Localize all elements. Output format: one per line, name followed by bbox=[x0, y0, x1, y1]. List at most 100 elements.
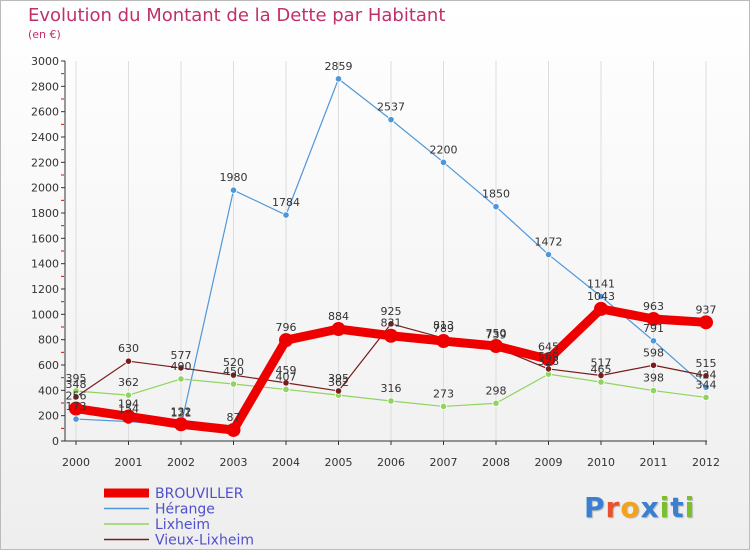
x-tick-label: 2008 bbox=[482, 456, 510, 469]
data-point bbox=[387, 320, 395, 328]
logo-letter: i bbox=[659, 491, 671, 524]
x-tick-label: 2003 bbox=[220, 456, 248, 469]
data-label: 739 bbox=[486, 328, 507, 341]
x-tick-label: 2002 bbox=[167, 456, 195, 469]
data-label: 87 bbox=[227, 411, 241, 424]
data-point bbox=[229, 380, 238, 388]
data-label: 750 bbox=[486, 327, 507, 340]
chart-title: Evolution du Montant de la Dette par Hab… bbox=[28, 5, 446, 26]
data-point bbox=[489, 339, 503, 353]
proxiti-logo: Proxiti bbox=[584, 491, 695, 524]
data-point bbox=[72, 393, 80, 401]
data-point bbox=[702, 393, 710, 402]
data-label: 395 bbox=[66, 372, 87, 385]
data-point bbox=[72, 415, 80, 423]
data-point bbox=[229, 371, 238, 379]
y-tick-label: 600 bbox=[38, 359, 59, 372]
data-label: 598 bbox=[643, 346, 664, 359]
data-point bbox=[334, 75, 343, 83]
data-label: 813 bbox=[433, 319, 454, 332]
data-point bbox=[439, 158, 448, 166]
data-label: 2859 bbox=[325, 60, 353, 73]
data-point bbox=[597, 371, 605, 380]
data-label: 2537 bbox=[377, 101, 405, 114]
data-label: 517 bbox=[591, 357, 612, 370]
data-label: 348 bbox=[66, 378, 87, 391]
x-tick-label: 2006 bbox=[377, 456, 405, 469]
data-label: 791 bbox=[643, 322, 664, 335]
data-point bbox=[174, 417, 188, 432]
data-label: 577 bbox=[171, 349, 192, 362]
data-label: 630 bbox=[118, 342, 139, 355]
y-tick-label: 1800 bbox=[31, 207, 59, 220]
data-point bbox=[492, 203, 500, 211]
data-label: 2200 bbox=[430, 143, 458, 156]
y-tick-label: 1600 bbox=[31, 232, 59, 245]
logo-letter: r bbox=[605, 491, 621, 524]
data-point bbox=[597, 378, 605, 386]
data-label: 1141 bbox=[587, 277, 615, 290]
data-point bbox=[124, 357, 133, 365]
data-point bbox=[699, 315, 713, 330]
data-label: 1043 bbox=[587, 290, 615, 303]
data-label: 194 bbox=[118, 397, 139, 410]
data-point bbox=[702, 372, 710, 380]
data-point bbox=[334, 387, 343, 395]
legend-label: Vieux-Lixheim bbox=[155, 533, 254, 549]
data-label: 884 bbox=[328, 310, 349, 323]
data-label: 450 bbox=[223, 365, 244, 378]
data-label: 398 bbox=[643, 372, 664, 385]
data-label: 173 bbox=[66, 400, 87, 413]
data-label: 1980 bbox=[220, 171, 248, 184]
y-tick-label: 400 bbox=[38, 384, 59, 397]
x-tick-label: 2005 bbox=[325, 456, 353, 469]
data-label: 831 bbox=[381, 317, 402, 330]
data-point bbox=[331, 322, 346, 337]
logo-letter: P bbox=[584, 491, 606, 524]
data-point bbox=[384, 328, 398, 343]
data-point bbox=[649, 386, 658, 395]
x-tick-label: 2007 bbox=[430, 456, 458, 469]
y-tick-label: 1400 bbox=[31, 258, 59, 271]
data-point bbox=[69, 401, 83, 416]
x-tick-label: 2010 bbox=[587, 456, 615, 469]
data-label: 937 bbox=[696, 303, 717, 316]
y-tick-label: 200 bbox=[38, 410, 59, 423]
data-point bbox=[124, 391, 133, 399]
data-label: 963 bbox=[643, 300, 664, 313]
y-tick-label: 3000 bbox=[31, 55, 59, 68]
data-point bbox=[282, 385, 290, 394]
data-label: 154 bbox=[118, 402, 139, 415]
data-point bbox=[282, 211, 290, 219]
y-tick-label: 2200 bbox=[31, 156, 59, 169]
data-label: 796 bbox=[276, 321, 297, 334]
data-label: 362 bbox=[328, 376, 349, 389]
data-point bbox=[229, 186, 238, 194]
data-label: 1472 bbox=[535, 236, 563, 249]
data-label: 1850 bbox=[482, 188, 510, 201]
data-label: 645 bbox=[538, 340, 559, 353]
data-label: 132 bbox=[171, 405, 192, 418]
data-label: 344 bbox=[696, 378, 717, 391]
x-tick-label: 2012 bbox=[692, 456, 720, 469]
chart-subtitle: (en €) bbox=[28, 28, 61, 41]
logo-letter: i bbox=[684, 491, 696, 524]
x-tick-label: 2001 bbox=[115, 456, 143, 469]
data-point bbox=[702, 383, 710, 391]
logo-letter: x bbox=[640, 491, 660, 524]
legend-label: BROUVILLER bbox=[155, 486, 244, 502]
data-label: 316 bbox=[381, 382, 402, 395]
data-point bbox=[282, 379, 290, 387]
y-tick-label: 1000 bbox=[31, 308, 59, 321]
logo-letter: t bbox=[670, 491, 685, 524]
data-point bbox=[492, 399, 500, 407]
data-label: 395 bbox=[328, 372, 349, 385]
legend-label: Hérange bbox=[155, 502, 215, 518]
data-point bbox=[279, 333, 293, 348]
data-point bbox=[439, 402, 448, 411]
y-tick-label: 2800 bbox=[31, 80, 59, 93]
y-tick-label: 1200 bbox=[31, 283, 59, 296]
x-tick-label: 2011 bbox=[640, 456, 668, 469]
